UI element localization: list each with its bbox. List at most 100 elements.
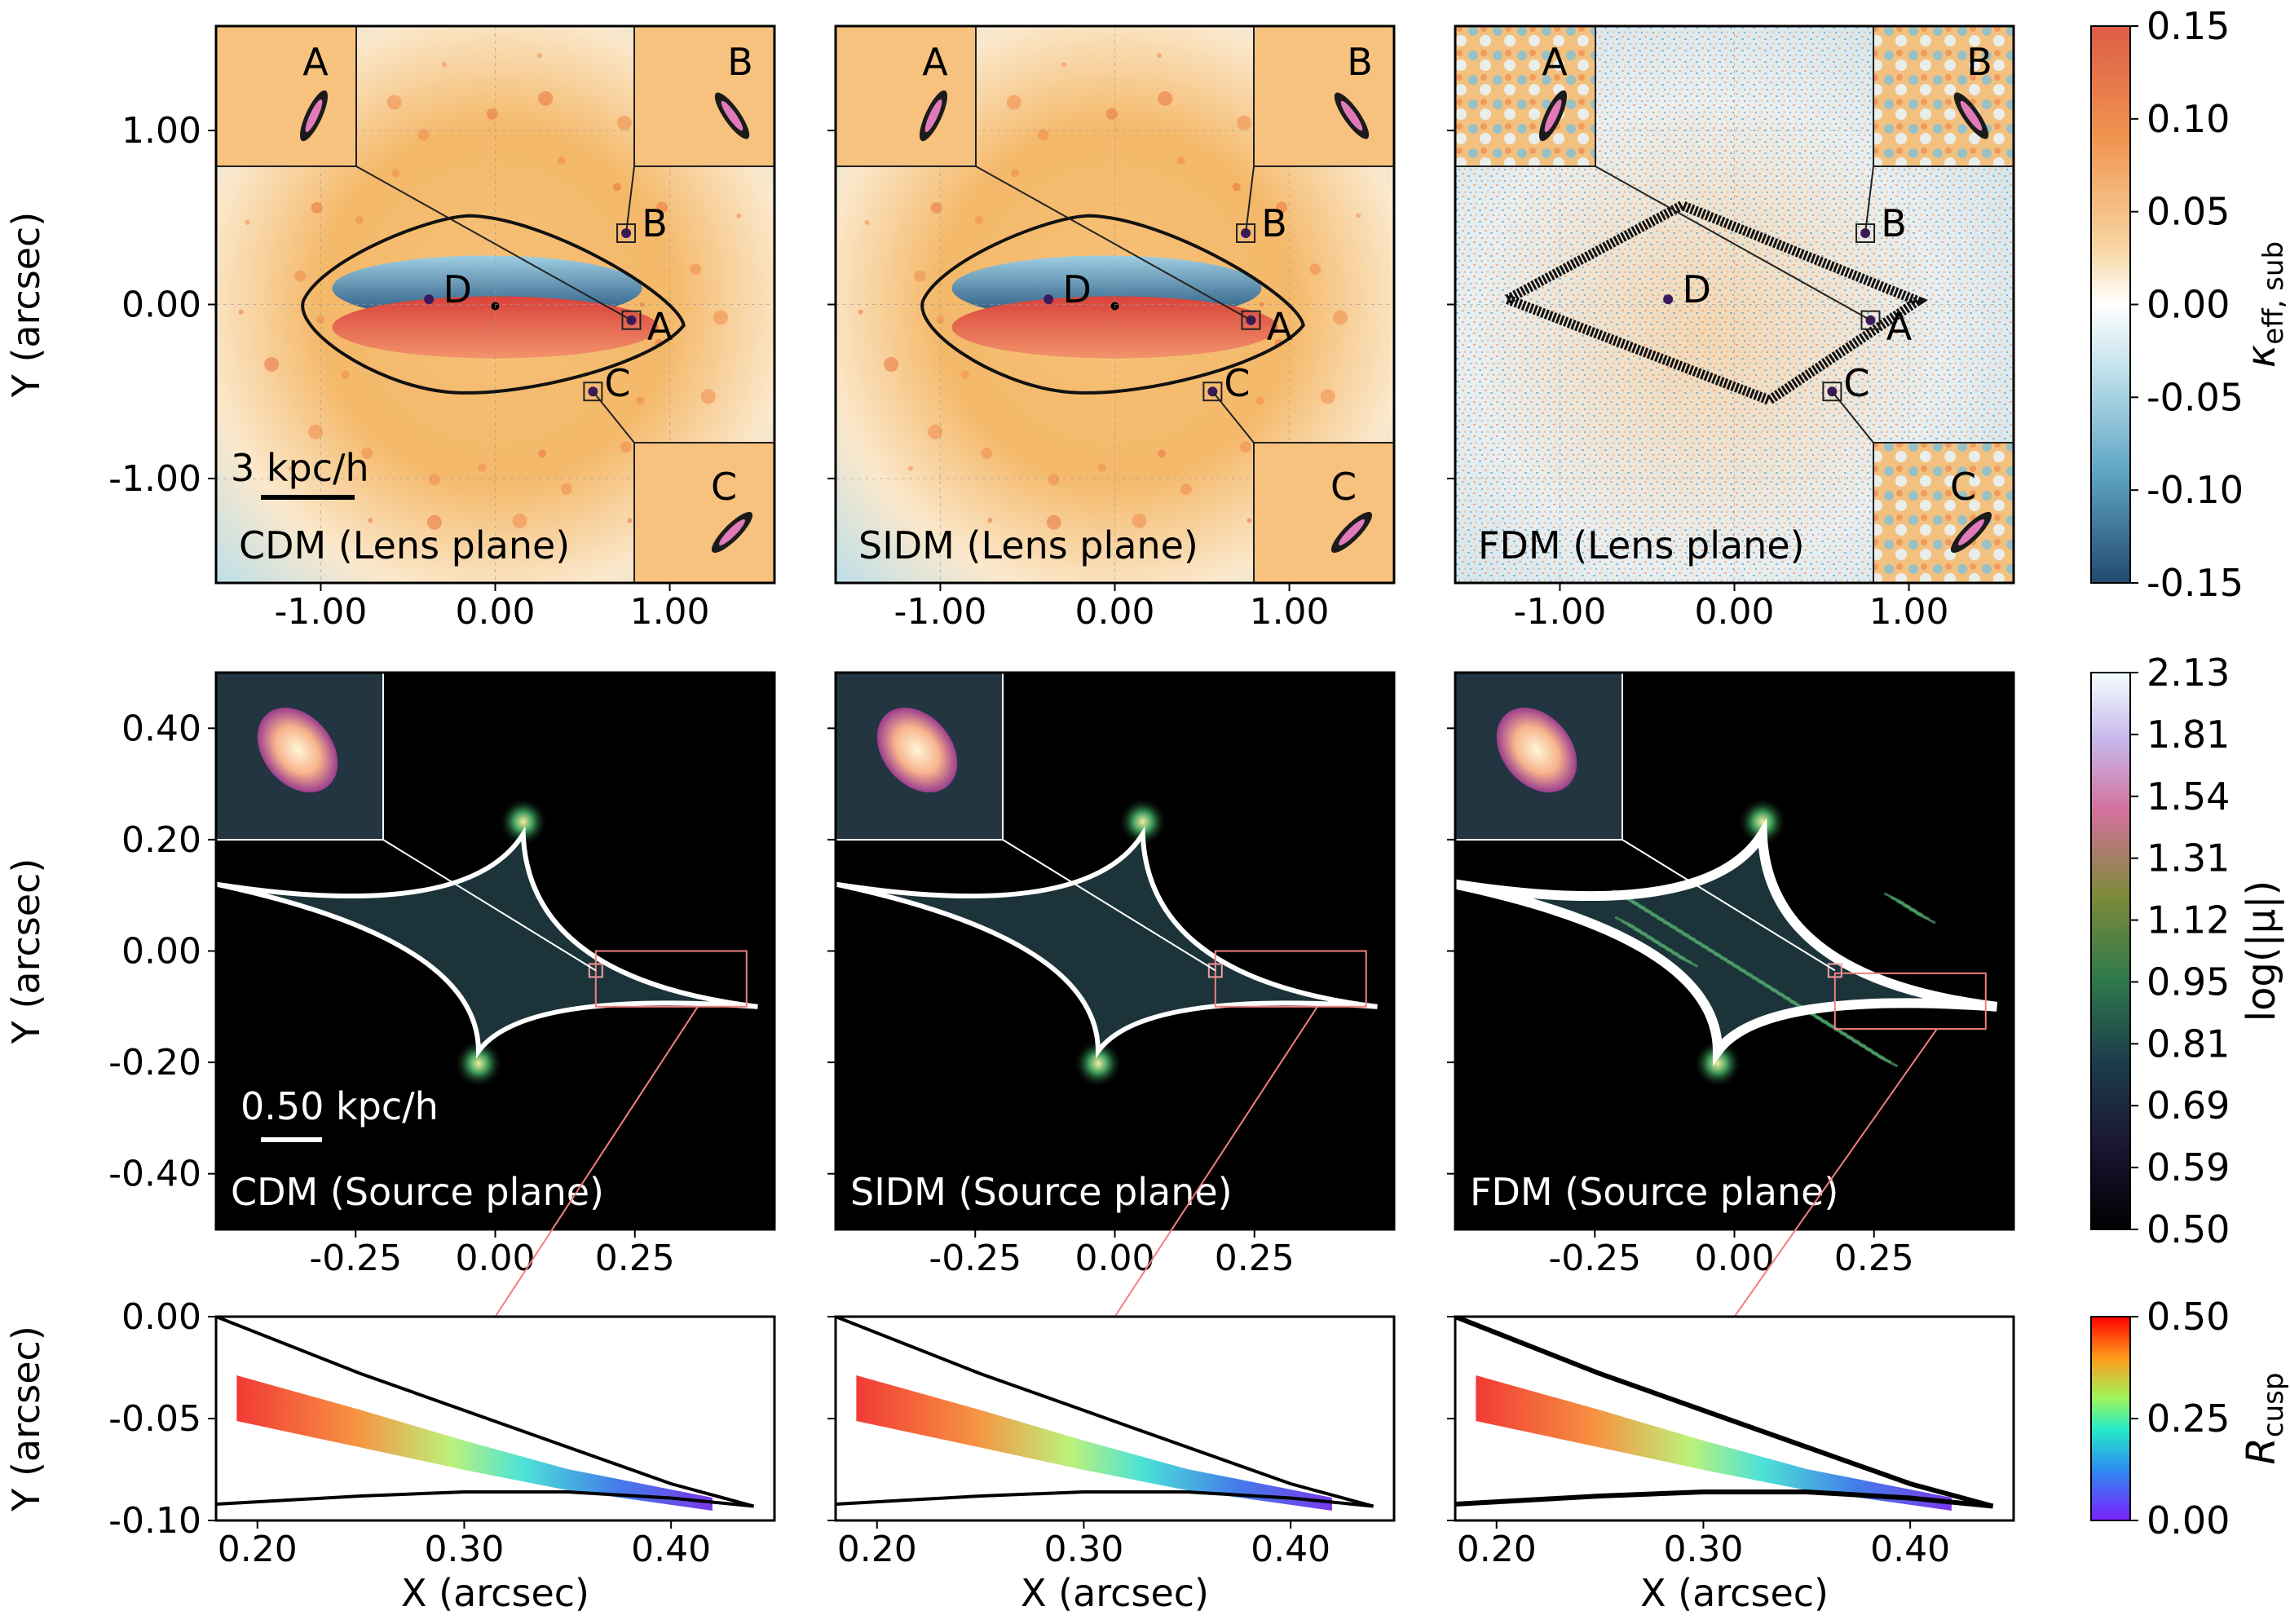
zoom-xtick-label: 0.30 bbox=[1044, 1529, 1123, 1570]
subhalo-blob bbox=[1046, 514, 1061, 530]
subhalo-blob bbox=[538, 90, 554, 106]
caustic-interior bbox=[836, 834, 1378, 1052]
zoom-region bbox=[1214, 950, 1367, 1008]
image-label-b: B bbox=[1261, 201, 1287, 245]
zoom-xtick-label: 0.40 bbox=[631, 1529, 711, 1570]
subhalo-blob bbox=[1037, 129, 1049, 141]
image-label-a: A bbox=[1886, 305, 1913, 349]
inset-label-a: A bbox=[1542, 40, 1568, 84]
zoom-region bbox=[1833, 972, 1987, 1030]
lens-panel-label: FDM (Lens plane) bbox=[1478, 523, 1805, 567]
subhalo-blob bbox=[538, 449, 547, 458]
zoom-xlabel: X (arcsec) bbox=[1021, 1571, 1209, 1615]
zoom-ylabel: Y (arcsec) bbox=[4, 1326, 48, 1512]
source-inset bbox=[1455, 673, 1623, 841]
inset-c: C bbox=[633, 442, 774, 583]
source-blob bbox=[257, 708, 338, 792]
zoom-panel-cdm: 0.20 0.30 0.40 0.00 -0.05 -0.10 X (arcsec) bbox=[108, 1296, 776, 1615]
source-xtick-label: 0.25 bbox=[1834, 1238, 1914, 1279]
kappa-colorbar-tick-label: 0.10 bbox=[2147, 97, 2230, 141]
inset-label-c: C bbox=[1950, 465, 1976, 509]
zoom-region bbox=[594, 950, 748, 1008]
image-label-b: B bbox=[1881, 201, 1907, 245]
zoom-panel-sidm: 0.20 0.30 0.40 X (arcsec) bbox=[827, 1315, 1396, 1615]
subhalo-blob bbox=[1236, 115, 1251, 130]
subhalo-blob bbox=[620, 441, 632, 453]
image-label-c: C bbox=[1224, 361, 1250, 405]
subhalo-blob bbox=[478, 463, 487, 472]
image-point-d bbox=[1044, 294, 1054, 305]
subhalo-blob bbox=[981, 447, 993, 459]
image-label-c: C bbox=[1843, 361, 1869, 405]
subhalo-blob bbox=[361, 447, 373, 459]
subhalo-blob bbox=[426, 514, 442, 530]
lens-xtick-label: -1.00 bbox=[894, 591, 987, 633]
source-inset bbox=[216, 673, 384, 841]
subhalo-blob bbox=[1156, 53, 1162, 59]
zoom-xtick-label: 0.30 bbox=[424, 1529, 504, 1570]
rcusp-colorbar-label: Rcusp bbox=[2239, 1373, 2290, 1465]
image-box-a bbox=[1860, 310, 1881, 330]
inset-connector bbox=[1595, 165, 1871, 321]
inset-connector bbox=[592, 391, 635, 444]
inset-b: B bbox=[1873, 26, 2014, 167]
source-ytick-label: 0.40 bbox=[121, 708, 201, 749]
inset-connector bbox=[1864, 165, 1874, 234]
kappa-colorbar-tick-label: -0.15 bbox=[2147, 561, 2244, 605]
inset-connector bbox=[1622, 839, 1836, 972]
subhalo-blob bbox=[368, 518, 373, 523]
subhalo-blob bbox=[294, 270, 307, 282]
mu-colorbar-tick-label: 0.59 bbox=[2147, 1145, 2230, 1189]
subhalo-blob bbox=[612, 183, 621, 192]
lens-xtick-label: 1.00 bbox=[630, 591, 710, 633]
subhalo-blob bbox=[1276, 201, 1288, 214]
zoom-xtick-label: 0.30 bbox=[1663, 1529, 1743, 1570]
lens-panel-label: CDM (Lens plane) bbox=[239, 523, 570, 567]
inset-c: C bbox=[1873, 442, 2014, 583]
cusp-glow bbox=[453, 1039, 503, 1088]
inset-connector bbox=[1831, 391, 1874, 444]
kappa-colorbar-tick-label: 0.00 bbox=[2147, 283, 2230, 327]
magnification-streak bbox=[1877, 1055, 1899, 1068]
subhalo-blob bbox=[858, 309, 863, 315]
mu-colorbar-tick-label: 1.81 bbox=[2147, 713, 2230, 757]
caustic-lower bbox=[1455, 1489, 1993, 1509]
subhalo-blob bbox=[974, 216, 983, 225]
rcusp-points bbox=[856, 1375, 1332, 1511]
cusp-glow bbox=[1692, 1039, 1742, 1088]
source-xtick-label: -0.25 bbox=[1548, 1238, 1641, 1279]
subhalo-blob bbox=[391, 169, 400, 178]
source-ytick-label: -0.20 bbox=[108, 1042, 201, 1083]
subhalo-blob bbox=[907, 466, 913, 471]
subhalo-blob bbox=[930, 201, 942, 214]
subhalo-blob bbox=[341, 370, 350, 379]
image-box-a bbox=[621, 310, 642, 330]
subhalo-blob bbox=[713, 310, 728, 325]
source-panel-label: CDM (Source plane) bbox=[231, 1170, 604, 1214]
subhalo-blob bbox=[1097, 463, 1106, 472]
kappa-colorbar-tick-label: -0.10 bbox=[2147, 468, 2244, 512]
image-box-b bbox=[1855, 223, 1876, 243]
caustic-curve bbox=[1455, 818, 1998, 1066]
mu-colorbar-tick-label: 1.31 bbox=[2147, 836, 2230, 880]
caustic-interior bbox=[1455, 834, 1997, 1052]
mu-colorbar-tick-label: 0.95 bbox=[2147, 960, 2230, 1004]
source-panel-label: FDM (Source plane) bbox=[1470, 1170, 1838, 1214]
subhalo-blob bbox=[1105, 108, 1118, 120]
subhalo-blob bbox=[884, 356, 899, 372]
inset-label-a: A bbox=[302, 40, 329, 84]
image-label-b: B bbox=[642, 201, 668, 245]
subhalo-blob bbox=[1048, 474, 1060, 486]
inset-label-b: B bbox=[1966, 40, 1992, 84]
image-label-a: A bbox=[647, 305, 673, 349]
zoom-connector bbox=[1733, 1028, 1938, 1317]
lens-ytick-label: 1.00 bbox=[121, 110, 201, 152]
caustic-lower bbox=[216, 1490, 754, 1508]
subhalo-blob bbox=[1239, 441, 1251, 453]
rcusp-colorbar-tick-label: 0.00 bbox=[2147, 1498, 2230, 1542]
mu-colorbar-tick-label: 0.69 bbox=[2147, 1083, 2230, 1128]
inset-b: B bbox=[1253, 26, 1394, 167]
source-panel-label: SIDM (Source plane) bbox=[850, 1170, 1233, 1214]
mu-colorbar-tick-label: 0.81 bbox=[2147, 1022, 2230, 1066]
